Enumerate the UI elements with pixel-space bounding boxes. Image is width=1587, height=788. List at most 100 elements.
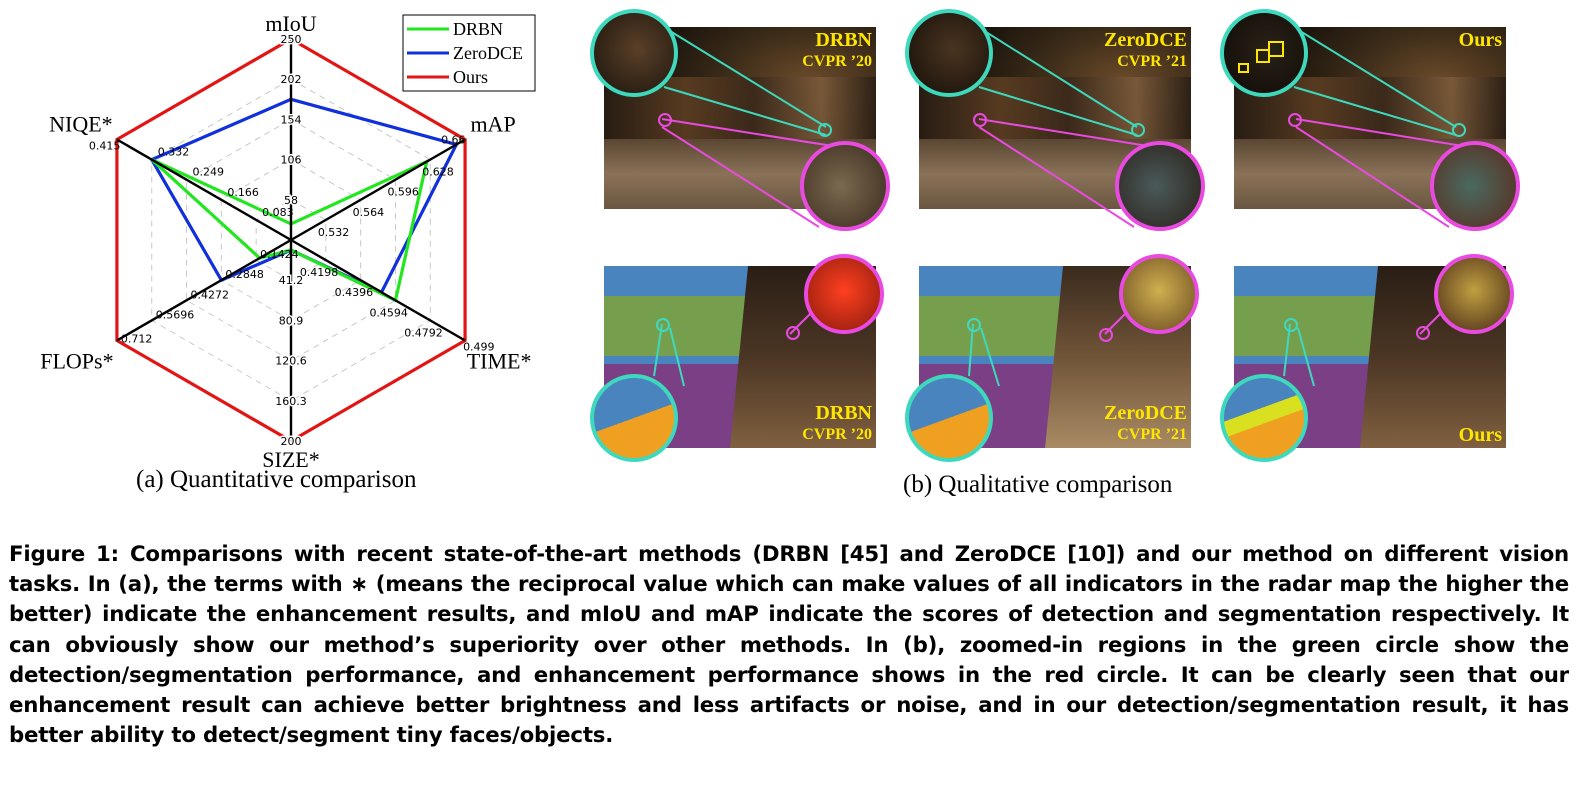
zoom-circle-magenta: [1434, 254, 1514, 334]
zoom-circle-green: [590, 374, 678, 462]
axis-name: mAP: [470, 112, 515, 137]
venue-name: CVPR ’20: [802, 426, 872, 443]
segment-photo: [604, 266, 876, 448]
region-marker-green: [1284, 318, 1298, 332]
region-marker-magenta: [1416, 326, 1430, 340]
axis-spoke-5: [116, 138, 292, 242]
enhance-panel-drbn: DRBN CVPR ’20: [590, 9, 890, 231]
tick-label: 0.4198: [300, 266, 339, 279]
tick-label: 202: [281, 73, 302, 86]
method-name: Ours: [1458, 424, 1502, 446]
zoom-circle-green: [905, 374, 993, 462]
axis-name: SIZE*: [262, 447, 319, 470]
axis-spoke-1: [290, 138, 466, 242]
method-label: Ours: [1459, 29, 1502, 51]
region-marker-green: [1452, 123, 1466, 137]
tick-label: 120.6: [275, 355, 307, 368]
region-marker-green: [967, 318, 981, 332]
zoom-circle-magenta: [804, 254, 884, 334]
detection-box: [1238, 63, 1249, 73]
legend-label: Ours: [453, 67, 488, 87]
subcaption-a: (a) Quantitative comparison: [136, 466, 417, 493]
tick-label: 0.166: [227, 186, 259, 199]
tick-label: 0.564: [353, 206, 385, 219]
venue-name: CVPR ’21: [1117, 53, 1187, 70]
tick-label: 0.4792: [404, 326, 443, 339]
region-marker-green: [1131, 123, 1145, 137]
tick-label: 200: [281, 435, 302, 448]
zoom-circle-magenta: [1115, 141, 1205, 231]
detection-box: [1268, 41, 1284, 57]
method-name: ZeroDCE: [1104, 29, 1187, 51]
method-name: DRBN: [815, 29, 872, 51]
region-marker-magenta: [658, 113, 672, 127]
tick-label: 0.332: [158, 146, 190, 159]
zoom-circle-green: [590, 9, 678, 97]
axis-name: mIoU: [265, 11, 316, 36]
tick-label: 0.66: [441, 134, 466, 147]
method-name: ZeroDCE: [1104, 402, 1187, 424]
region-marker-green: [818, 123, 832, 137]
segment-panel-drbn: DRBN CVPR ’20: [590, 254, 884, 462]
tick-label: 0.415: [89, 140, 121, 153]
tick-label: 80.9: [279, 314, 304, 327]
segment-panel-ours: Ours: [1220, 254, 1514, 462]
enhance-panel-ours: Ours: [1220, 9, 1520, 231]
tick-label: 106: [281, 154, 302, 167]
seg-vegetation: [919, 296, 1069, 356]
method-label: ZeroDCE CVPR ’21: [1104, 29, 1187, 73]
tick-label: 0.4272: [191, 288, 230, 301]
axis-spoke-4: [116, 238, 292, 342]
zoom-circle-green: [1220, 374, 1308, 462]
zoom-circle-magenta: [800, 141, 890, 231]
detection-box: [1256, 49, 1270, 63]
axis-name: TIME*: [467, 349, 532, 374]
region-marker-magenta: [1288, 113, 1302, 127]
tick-label: 0.532: [318, 226, 350, 239]
tick-label: 0.083: [262, 206, 294, 219]
tick-label: 0.249: [193, 166, 225, 179]
axis-spoke-2: [290, 238, 466, 342]
tick-label: 0.712: [121, 333, 153, 346]
region-marker-magenta: [1099, 328, 1113, 342]
tick-label: 41.2: [279, 274, 304, 287]
method-name: Ours: [1458, 29, 1502, 51]
zoom-circle-green: [905, 9, 993, 97]
figure-caption: Figure 1: Comparisons with recent state-…: [9, 542, 1569, 749]
zoom-circle-magenta: [1430, 141, 1520, 231]
region-marker-magenta: [786, 326, 800, 340]
region-marker-green: [656, 318, 670, 332]
method-name: DRBN: [815, 402, 872, 424]
method-label: ZeroDCE CVPR ’21: [1104, 402, 1187, 446]
zoom-circle-green: [1220, 9, 1308, 97]
venue-name: CVPR ’21: [1117, 426, 1187, 443]
method-label: DRBN CVPR ’20: [802, 402, 872, 446]
legend-label: DRBN: [453, 19, 503, 39]
segment-panel-zerodce: ZeroDCE CVPR ’21: [905, 254, 1199, 462]
tick-label: 0.2848: [225, 268, 264, 281]
tick-label: 58: [284, 194, 298, 207]
legend-label: ZeroDCE: [453, 43, 523, 63]
zoom-circle-magenta: [1119, 254, 1199, 334]
region-marker-magenta: [973, 113, 987, 127]
axis-name: NIQE*: [49, 112, 113, 137]
tick-label: 0.4594: [369, 306, 408, 319]
method-label: DRBN CVPR ’20: [802, 29, 872, 73]
subcaption-b: (b) Qualitative comparison: [903, 471, 1173, 498]
axis-name: FLOPs*: [40, 349, 113, 374]
tick-label: 0.5696: [156, 308, 195, 321]
enhance-panel-zerodce: ZeroDCE CVPR ’21: [905, 9, 1205, 231]
seg-vegetation: [604, 296, 754, 356]
tick-label: 0.499: [463, 341, 495, 354]
tick-label: 154: [281, 113, 302, 126]
tick-label: 250: [281, 33, 302, 46]
tick-label: 0.596: [387, 186, 419, 199]
seg-vegetation: [1234, 296, 1384, 356]
venue-name: CVPR ’20: [802, 53, 872, 70]
tick-label: 0.4396: [335, 286, 374, 299]
tick-label: 0.628: [422, 166, 454, 179]
tick-label: 0.1424: [260, 248, 299, 261]
tick-label: 160.3: [275, 395, 307, 408]
method-label: Ours: [1459, 424, 1502, 446]
